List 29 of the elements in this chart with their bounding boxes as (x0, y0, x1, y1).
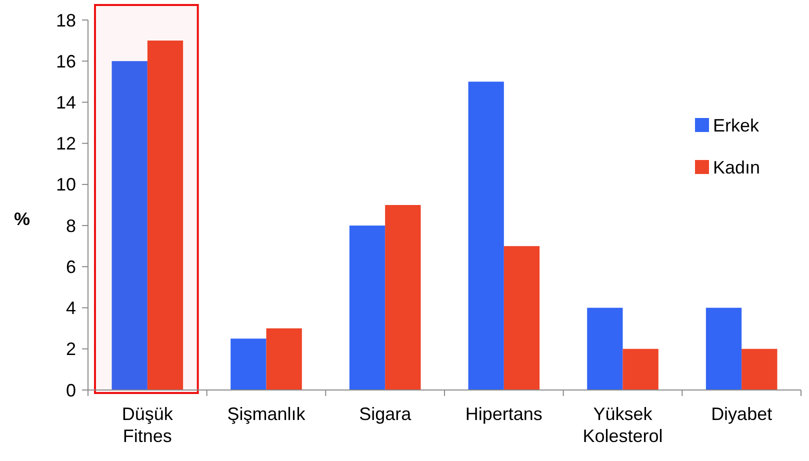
y-tick-label: 14 (56, 92, 76, 113)
bar (622, 348, 658, 390)
y-tick-label: 2 (66, 339, 76, 360)
y-axis-title: % (14, 209, 30, 229)
x-tick-label: Hipertans (465, 404, 542, 424)
y-tick-label: 0 (66, 380, 76, 400)
x-tick-label: Sigara (359, 404, 412, 424)
y-tick-label: 12 (56, 134, 76, 154)
bar (504, 246, 540, 390)
bar (587, 308, 623, 390)
x-tick-label: Diyabet (711, 404, 772, 424)
bar (742, 348, 778, 390)
x-tick-label: Düşük Fitnes (122, 404, 174, 446)
y-tick-label: 10 (56, 174, 76, 195)
bar (230, 338, 266, 390)
bar (468, 82, 504, 390)
y-tick-label: 8 (66, 216, 76, 236)
bar (385, 205, 421, 390)
y-tick-label: 4 (66, 298, 76, 318)
y-tick-label: 6 (66, 256, 76, 277)
bar (266, 328, 302, 390)
legend-label: Kadın (713, 157, 760, 178)
bar (349, 226, 386, 390)
x-tick-label: Yüksek Kolesterol (582, 404, 663, 446)
bar (706, 308, 742, 390)
x-tick-label: Şişmanlık (227, 404, 306, 424)
y-tick-label: 16 (56, 51, 76, 72)
legend-label: Erkek (713, 115, 760, 136)
y-tick-label: 18 (56, 10, 76, 30)
